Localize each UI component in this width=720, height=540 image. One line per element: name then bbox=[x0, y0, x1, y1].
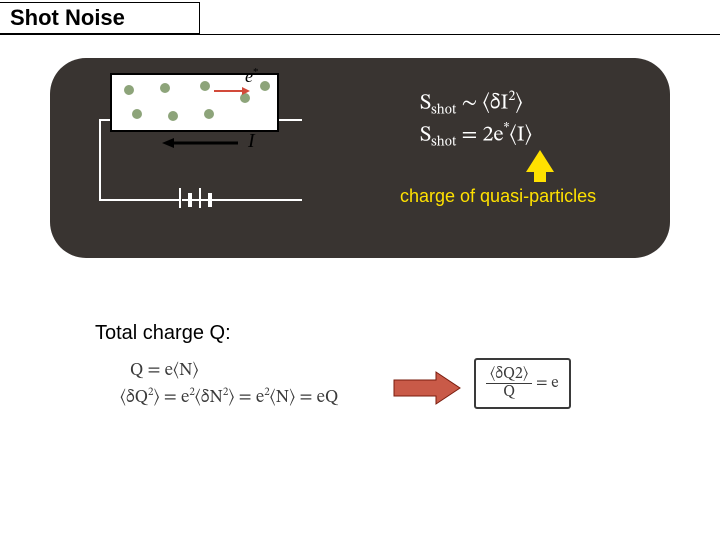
shot-noise-panel: e* I Sshot ∼ ⟨δI2⟩ Sshot = 2e*⟨I⟩ charge… bbox=[50, 58, 670, 258]
title-underline bbox=[0, 34, 720, 35]
equation-dq2: ⟨δQ2⟩ = e2⟨δN2⟩ = e2⟨N⟩ = eQ bbox=[120, 386, 338, 410]
particle-dot bbox=[160, 83, 170, 93]
title-box: Shot Noise bbox=[0, 2, 200, 34]
eq-text: S bbox=[420, 124, 431, 146]
particle-dot bbox=[260, 81, 270, 91]
eq-text: S bbox=[420, 92, 431, 114]
total-charge-heading: Total charge Q: bbox=[95, 322, 231, 345]
arrow-stem bbox=[534, 172, 546, 182]
block-arrow-icon bbox=[392, 370, 462, 411]
result-box: ⟨δQ2⟩ Q = e bbox=[474, 358, 571, 409]
particle-dot bbox=[132, 109, 142, 119]
equation-shot-1: Sshot ∼ ⟨δI2⟩ bbox=[420, 88, 523, 120]
result-denominator: Q bbox=[486, 384, 532, 401]
equation-shot-2: Sshot = 2e*⟨I⟩ bbox=[420, 120, 532, 152]
e-star-text: e bbox=[245, 66, 253, 86]
result-fraction: ⟨δQ2⟩ Q bbox=[486, 366, 532, 401]
page-title: Shot Noise bbox=[10, 5, 125, 31]
result-numerator: ⟨δQ2⟩ bbox=[486, 366, 532, 384]
particle-dot bbox=[168, 111, 178, 121]
particle-dot bbox=[200, 81, 210, 91]
yellow-up-arrow-icon bbox=[526, 150, 554, 172]
particle-dot bbox=[124, 85, 134, 95]
quasi-particles-caption: charge of quasi-particles bbox=[400, 186, 596, 207]
equation-q: Q = e⟨N⟩ bbox=[130, 360, 199, 383]
current-arrow-icon bbox=[160, 136, 240, 150]
result-rhs: = e bbox=[532, 375, 558, 391]
current-label: I bbox=[248, 130, 255, 153]
e-star-label: e* bbox=[245, 66, 259, 87]
particle-dot bbox=[204, 109, 214, 119]
